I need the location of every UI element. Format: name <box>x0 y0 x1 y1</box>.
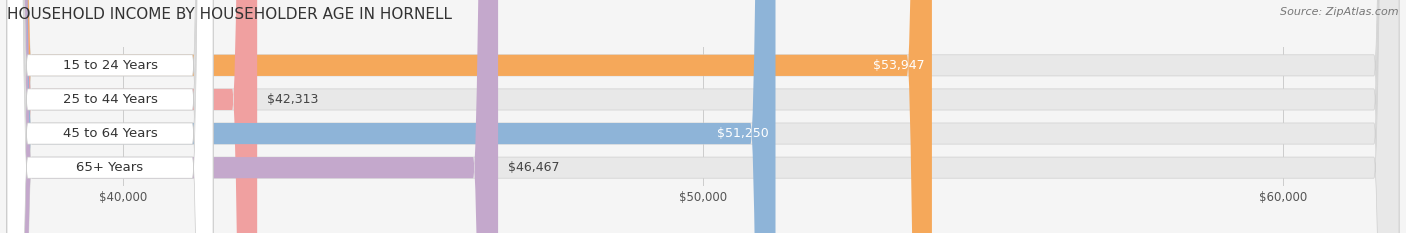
Text: $46,467: $46,467 <box>508 161 560 174</box>
FancyBboxPatch shape <box>7 0 214 233</box>
Text: 65+ Years: 65+ Years <box>76 161 143 174</box>
FancyBboxPatch shape <box>7 0 214 233</box>
Text: 45 to 64 Years: 45 to 64 Years <box>63 127 157 140</box>
Text: HOUSEHOLD INCOME BY HOUSEHOLDER AGE IN HORNELL: HOUSEHOLD INCOME BY HOUSEHOLDER AGE IN H… <box>7 7 453 22</box>
Text: $51,250: $51,250 <box>717 127 769 140</box>
Text: Source: ZipAtlas.com: Source: ZipAtlas.com <box>1281 7 1399 17</box>
Text: $53,947: $53,947 <box>873 59 925 72</box>
FancyBboxPatch shape <box>7 0 498 233</box>
FancyBboxPatch shape <box>7 0 214 233</box>
FancyBboxPatch shape <box>7 0 932 233</box>
FancyBboxPatch shape <box>7 0 1399 233</box>
FancyBboxPatch shape <box>7 0 1399 233</box>
FancyBboxPatch shape <box>7 0 1399 233</box>
FancyBboxPatch shape <box>7 0 214 233</box>
Text: 25 to 44 Years: 25 to 44 Years <box>63 93 157 106</box>
FancyBboxPatch shape <box>7 0 776 233</box>
Text: 15 to 24 Years: 15 to 24 Years <box>62 59 157 72</box>
FancyBboxPatch shape <box>7 0 257 233</box>
Text: $42,313: $42,313 <box>267 93 318 106</box>
FancyBboxPatch shape <box>7 0 1399 233</box>
